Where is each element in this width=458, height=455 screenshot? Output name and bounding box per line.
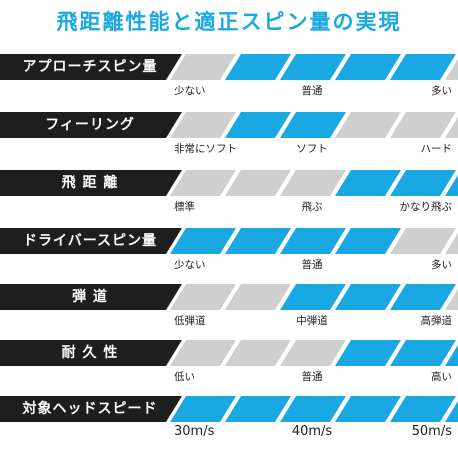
label-background [0,284,182,310]
rating-segment-active [280,228,346,254]
rating-segment [280,170,346,196]
scale-low-label: 非常にソフト [174,143,237,155]
rating-segment-active [170,396,236,422]
rating-segment-active [335,228,401,254]
label-background [0,112,182,138]
rating-segment [445,232,458,254]
rating-segment [170,340,236,366]
rating-row: アプローチスピン量少ない 普通 多い [0,54,458,100]
scale-mid-label: 普通 [301,371,323,383]
rating-segment-active [280,396,346,422]
scale-low-label: 低弾道 [174,315,206,327]
label-background [0,396,182,422]
rating-segment-active [390,396,456,422]
rating-segment [170,170,236,196]
rating-row: 飛 距 離標準 飛ぶ かなり飛ぶ [0,170,458,216]
rating-segment-active [280,112,346,138]
scale-low-label: 低い [174,371,195,383]
rating-bar [0,170,458,196]
rating-label: 飛 距 離 [61,175,119,191]
label-background [0,54,182,80]
scale-mid-label: 中弾道 [296,315,328,327]
rating-label: 耐 久 性 [61,345,119,361]
rating-row: 弾 道低弾道 中弾道 高弾道 [0,284,458,330]
rating-segment [280,340,346,366]
rating-label: 弾 道 [72,289,108,305]
rating-segment-active [335,396,401,422]
scale-mid-label: 普通 [301,85,323,97]
scale-high-label: 高い [431,371,452,383]
rating-segment-active [335,340,401,366]
rating-segment-active [390,170,456,196]
scale-mid-label: 40m/s [291,424,333,439]
rating-segment-active [225,112,291,138]
rating-bar [0,228,458,254]
rating-segment-active [445,400,458,422]
rating-segment-active [335,54,401,80]
label-background [0,340,182,366]
rating-bar [0,54,458,80]
scale-mid-label: 飛ぶ [301,201,323,213]
rating-segment [335,112,401,138]
scale-mid-label: 普通 [301,259,323,271]
rating-label: 対象ヘッドスピード [22,401,158,417]
rating-segment-active [445,344,458,366]
rating-segment [225,170,291,196]
rating-bar [0,112,458,138]
rating-segment [225,284,291,310]
rating-segment [445,116,458,138]
rating-segment [390,228,456,254]
scale-mid-label: ソフト [296,143,328,155]
rating-segment [225,340,291,366]
rating-bar [0,396,458,422]
label-background [0,228,182,254]
rating-segment-active [225,228,291,254]
scale-high-label: 多い [431,85,452,97]
rating-segment-active [225,396,291,422]
scale-low-label: 標準 [174,201,195,213]
scale-low-label: 少ない [174,259,206,271]
rating-row: フィーリング非常にソフト ソフト ハード [0,112,458,158]
scale-high-label: ハード [420,143,453,155]
scale-high-label: かなり飛ぶ [399,201,453,213]
rating-segment [445,288,458,310]
scale-low-label: 30m/s [174,424,215,439]
rating-segment-active [390,340,456,366]
rating-segment [390,112,456,138]
rating-label: ドライバースピン量 [22,233,158,249]
rating-segment-active [390,284,456,310]
rating-label: フィーリング [45,117,135,133]
rating-row: 対象ヘッドスピード 30m/s 40m/s 50m/s [0,396,458,442]
rating-bar [0,340,458,366]
rating-segment-active [335,284,401,310]
rating-segment [445,58,458,80]
scale-high-label: 高弾道 [420,315,453,327]
rating-row: ドライバースピン量少ない 普通 多い [0,228,458,274]
page-title: 飛距離性能と適正スピン量の実現 [56,10,402,34]
rating-segment-active [280,54,346,80]
rating-bar [0,284,458,310]
rating-segment-active [390,54,456,80]
rating-segment-active [170,228,236,254]
rating-label: アプローチスピン量 [22,59,158,75]
scale-high-label: 多い [431,259,452,271]
rating-segment-active [225,54,291,80]
rating-segment-active [280,284,346,310]
rating-row: 耐 久 性低い 普通 高い [0,340,458,386]
scale-high-label: 50m/s [411,424,452,439]
scale-low-label: 少ない [174,85,206,97]
rating-segment-active [445,174,458,196]
rating-segment [170,284,236,310]
rating-segment-active [335,170,401,196]
rating-segment [170,112,236,138]
rating-segment [170,54,236,80]
label-background [0,170,182,196]
